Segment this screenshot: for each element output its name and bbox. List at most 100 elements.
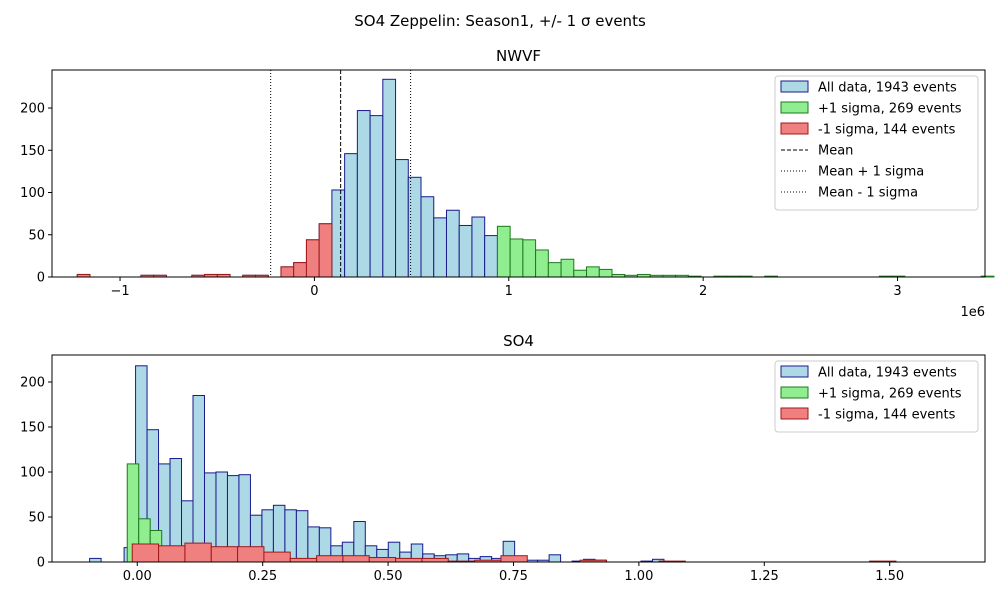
- legend: All data, 1943 events +1 sigma, 269 event…: [774, 360, 979, 433]
- panel-title: NWVF: [496, 47, 541, 65]
- histogram-bar: [184, 542, 212, 563]
- legend-label: -1 sigma, 144 events: [818, 408, 956, 423]
- histogram-bar: [369, 115, 384, 278]
- legend-label: -1 sigma, 144 events: [818, 123, 956, 138]
- histogram-bar: [331, 189, 346, 278]
- y-tick-label: 0: [37, 271, 45, 286]
- x-tick-label: 0.50: [374, 569, 403, 584]
- histogram-bar: [522, 239, 537, 278]
- series-1: [76, 78, 498, 278]
- legend-box: [774, 360, 979, 433]
- x-tick-label: −1: [110, 284, 129, 299]
- histogram-bar: [484, 235, 498, 278]
- histogram-bar: [509, 238, 524, 278]
- x-tick-label: 0: [310, 284, 318, 299]
- x-tick-label: 2: [699, 284, 707, 299]
- legend-item: All data, 1943 events: [780, 365, 957, 381]
- legend-label: All data, 1943 events: [818, 366, 957, 381]
- x-tick-label: 3: [893, 284, 901, 299]
- axes-frame: [51, 69, 986, 278]
- histogram-bar: [598, 268, 613, 278]
- histogram-bar: [500, 555, 528, 563]
- legend-item: +1 sigma, 269 events: [780, 386, 962, 402]
- histogram-bar: [356, 110, 371, 278]
- legend-item: -1 sigma, 144 events: [780, 122, 956, 138]
- histogram-bar: [289, 557, 318, 563]
- legend-item: Mean + 1 sigma: [781, 165, 924, 180]
- legend-label: +1 sigma, 269 events: [818, 387, 962, 402]
- y-tick-label: 200: [20, 102, 45, 117]
- series-2: [496, 225, 995, 278]
- axes-frame: [51, 354, 986, 563]
- histogram-bar: [471, 216, 486, 278]
- legend-swatch: [780, 80, 809, 93]
- x-offset-label: 1e6: [960, 305, 985, 320]
- y-tick-label: 150: [20, 144, 45, 159]
- x-tick-label: 1: [505, 284, 513, 299]
- histogram-bar: [305, 239, 320, 278]
- series-3: [76, 223, 333, 278]
- x-tick-label: 1.00: [624, 569, 653, 584]
- histogram-bar: [586, 266, 600, 278]
- x-tick-label: 1.25: [750, 569, 779, 584]
- legend-item: -1 sigma, 144 events: [780, 407, 956, 423]
- histogram-bar: [210, 546, 239, 563]
- legend-swatch: [780, 407, 809, 420]
- y-tick-label: 200: [20, 376, 45, 391]
- histogram-bar: [368, 557, 397, 563]
- histogram-bar: [318, 223, 333, 278]
- histogram-bar: [89, 557, 102, 563]
- x-tick-label: 1.50: [875, 569, 904, 584]
- histogram-bar: [547, 262, 562, 278]
- histogram-bar: [560, 258, 575, 278]
- histogram-bar: [433, 217, 447, 278]
- panel-title: SO4: [503, 332, 534, 350]
- histogram-bar: [420, 196, 435, 278]
- x-tick-label: 0.75: [499, 569, 528, 584]
- histogram-bar: [280, 266, 295, 278]
- histogram-bar: [158, 545, 186, 563]
- histogram-bar: [535, 249, 549, 278]
- legend-swatch: [780, 386, 809, 399]
- series-1: [89, 365, 665, 563]
- histogram-bar: [295, 510, 309, 563]
- legend-swatch: [780, 101, 809, 114]
- legend-swatch: [780, 122, 809, 135]
- histogram-bar: [548, 554, 562, 563]
- series-3: [131, 542, 897, 563]
- histogram-bar: [131, 543, 160, 563]
- legend-label: Mean + 1 sigma: [818, 165, 924, 180]
- y-tick-label: 100: [20, 186, 45, 201]
- histogram-bar: [263, 551, 291, 563]
- y-tick-label: 50: [28, 228, 45, 243]
- histogram-bar: [421, 557, 449, 563]
- histogram-bar: [458, 224, 473, 278]
- histogram-bar: [192, 395, 205, 563]
- x-tick-label: 0.25: [248, 569, 277, 584]
- legend-item: Mean - 1 sigma: [781, 186, 918, 201]
- legend-label: Mean: [818, 144, 853, 159]
- y-tick-label: 0: [37, 556, 45, 571]
- legend-item: +1 sigma, 269 events: [780, 101, 962, 117]
- y-tick-label: 150: [20, 421, 45, 436]
- histogram-bar: [382, 78, 397, 278]
- histogram-bar: [344, 153, 358, 278]
- histogram-bar: [293, 262, 307, 278]
- histogram-bar: [342, 555, 370, 563]
- histogram-bar: [237, 546, 265, 563]
- y-tick-label: 50: [28, 511, 45, 526]
- legend-box: [774, 75, 979, 211]
- figure-title: SO4 Zeppelin: Season1, +/- 1 σ events: [354, 12, 646, 30]
- histogram-bar: [395, 557, 423, 563]
- x-tick-label: 0.00: [123, 569, 152, 584]
- y-tick-label: 100: [20, 466, 45, 481]
- histogram-bar: [496, 225, 511, 278]
- legend-item: All data, 1943 events: [780, 80, 957, 96]
- legend-label: All data, 1943 events: [818, 81, 957, 96]
- legend-item: Mean: [781, 144, 853, 159]
- legend-label: +1 sigma, 269 events: [818, 102, 962, 117]
- chart-panel-2: SO4 0.00 0.25 0.50 0.75 1.00 1.25 1.50 0 50 100 150…: [20, 332, 986, 584]
- histogram-bar: [445, 209, 460, 278]
- histogram-bar: [395, 159, 409, 278]
